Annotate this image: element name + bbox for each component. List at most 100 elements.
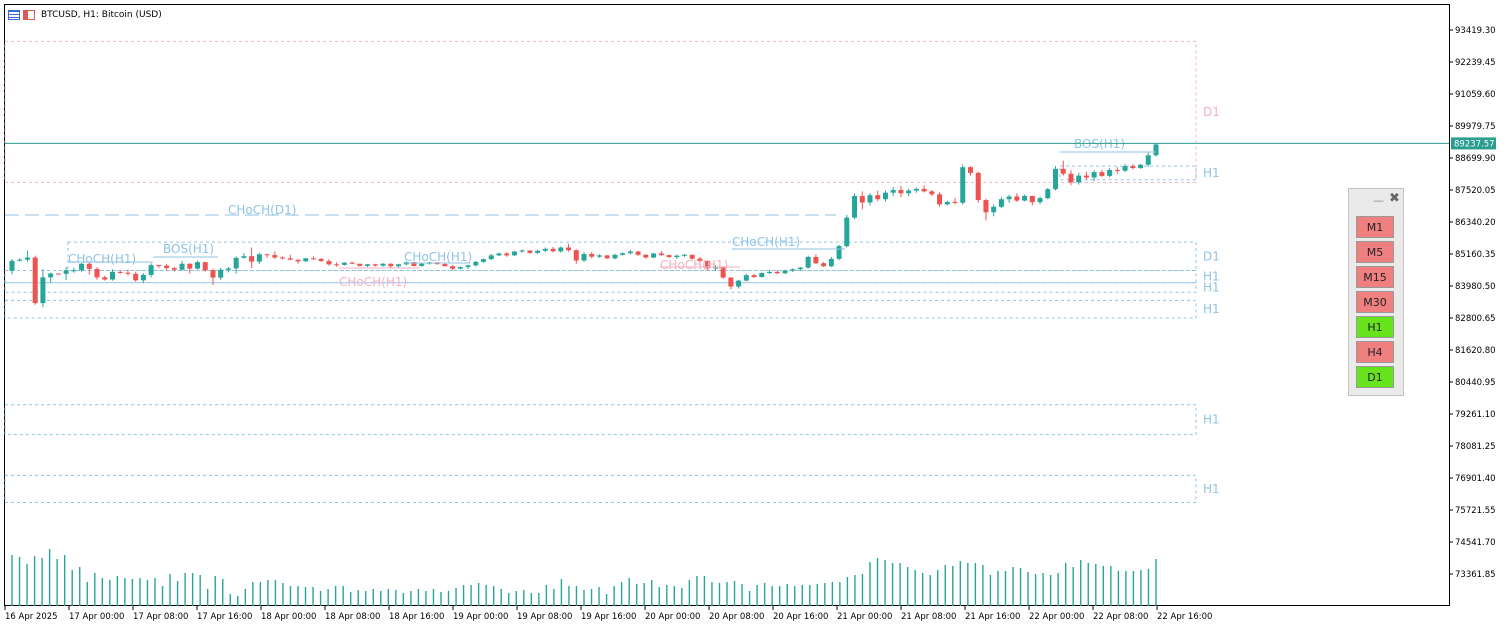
candle-body (581, 254, 587, 261)
candle-body (465, 265, 471, 268)
timeframe-button-h4[interactable]: H4 (1356, 341, 1394, 363)
candle-body (411, 262, 417, 266)
timeframe-button-m1[interactable]: M1 (1356, 216, 1394, 238)
candle-body (256, 254, 262, 262)
bars-icon (8, 10, 20, 20)
candle-body (759, 272, 765, 278)
candle-body (1068, 173, 1074, 183)
price-label: 74541.70 (1455, 538, 1496, 548)
price-label: 78081.25 (1455, 442, 1496, 452)
zone-label: H1 (1203, 302, 1220, 316)
candle-body (233, 257, 239, 269)
candle-body (751, 275, 757, 278)
candle-body (117, 271, 123, 273)
time-label: 19 Apr 08:00 (517, 612, 572, 622)
candle-body (1091, 172, 1097, 178)
zone-label: H1 (1203, 281, 1220, 295)
timeframe-button-h1[interactable]: H1 (1356, 316, 1394, 338)
chart-title: BTCUSD, H1: Bitcoin (USD) (41, 10, 162, 20)
candle-body (326, 261, 332, 265)
close-icon[interactable]: ✖ (1389, 191, 1400, 206)
candle-body (210, 270, 216, 278)
candle-body (767, 271, 773, 273)
candle-body (249, 256, 255, 262)
candle-body (697, 258, 703, 262)
price-label: 87520.05 (1455, 186, 1496, 196)
candle-body (566, 247, 572, 251)
candle-body (86, 263, 92, 269)
time-label: 18 Apr 08:00 (325, 612, 380, 622)
price-label: 82800.65 (1455, 314, 1496, 324)
window-icon (23, 10, 35, 20)
time-label: 17 Apr 00:00 (69, 612, 124, 622)
candle-body (689, 254, 695, 259)
zone-box (4, 404, 1197, 436)
candle-body (303, 258, 309, 262)
candle-body (797, 267, 803, 270)
candle-body (388, 263, 394, 267)
candle-body (40, 277, 46, 304)
candle-body (32, 257, 38, 304)
zone-label: D1 (1203, 249, 1220, 263)
candle-body (643, 254, 649, 258)
zone-label: H1 (1203, 270, 1220, 284)
time-label: 22 Apr 00:00 (1029, 612, 1084, 622)
minimize-icon[interactable]: — (1373, 194, 1384, 207)
candle-body (349, 262, 355, 264)
price-label: 91059.60 (1455, 90, 1496, 100)
candle-body (1076, 175, 1082, 183)
time-label: 21 Apr 08:00 (901, 612, 956, 622)
candle-body (805, 256, 811, 268)
candle-body (1014, 196, 1020, 201)
candle-body (280, 257, 286, 259)
time-label: 17 Apr 16:00 (197, 612, 252, 622)
candle-body (743, 275, 749, 281)
candle-body (1045, 189, 1051, 199)
candle-body (674, 255, 680, 257)
candle-body (651, 253, 657, 258)
candle-body (1114, 169, 1120, 171)
annotation-label: CHoCH(D1) (228, 203, 296, 217)
candle-body (419, 263, 425, 266)
candle-body (681, 254, 687, 256)
candle-body (542, 248, 548, 251)
candle-body (102, 277, 108, 280)
timeframe-button-m5[interactable]: M5 (1356, 241, 1394, 263)
chart-frame[interactable] (4, 4, 1450, 606)
timeframe-panel: — ✖ M1 M5 M15 M30 H1 H4 D1 (1348, 188, 1404, 396)
candle-body (1153, 144, 1159, 156)
annotation-label: CHoCH(H1) (660, 258, 728, 272)
candle-body (272, 255, 278, 258)
candle-body (48, 273, 54, 278)
candle-body (287, 258, 293, 260)
timeframe-button-d1[interactable]: D1 (1356, 366, 1394, 388)
zone-box (1059, 165, 1197, 181)
candle-body (264, 254, 270, 256)
zone-label: D1 (1203, 105, 1220, 119)
candle-body (195, 262, 201, 269)
timeframe-button-m15[interactable]: M15 (1356, 266, 1394, 288)
timeframe-button-m30[interactable]: M30 (1356, 291, 1394, 313)
candle-body (241, 256, 247, 258)
candle-body (341, 262, 347, 265)
zone-box (4, 270, 1197, 284)
candle-body (511, 251, 517, 256)
price-label: 85160.35 (1455, 250, 1496, 260)
zone-box (4, 474, 1197, 503)
candle-body (790, 269, 796, 271)
candle-body (202, 262, 208, 271)
candle-body (519, 250, 525, 252)
candle-body (666, 255, 672, 257)
candle-body (821, 263, 827, 267)
candle-body (133, 273, 139, 281)
candle-body (1107, 169, 1113, 176)
time-label: 21 Apr 16:00 (965, 612, 1020, 622)
candle-body (94, 268, 100, 278)
time-label: 18 Apr 00:00 (261, 612, 316, 622)
zone-label: H1 (1203, 482, 1220, 496)
time-label: 20 Apr 16:00 (773, 612, 828, 622)
candle-body (9, 260, 15, 271)
candle-body (1022, 195, 1028, 201)
chart-title-bar: BTCUSD, H1: Bitcoin (USD) (8, 8, 162, 22)
